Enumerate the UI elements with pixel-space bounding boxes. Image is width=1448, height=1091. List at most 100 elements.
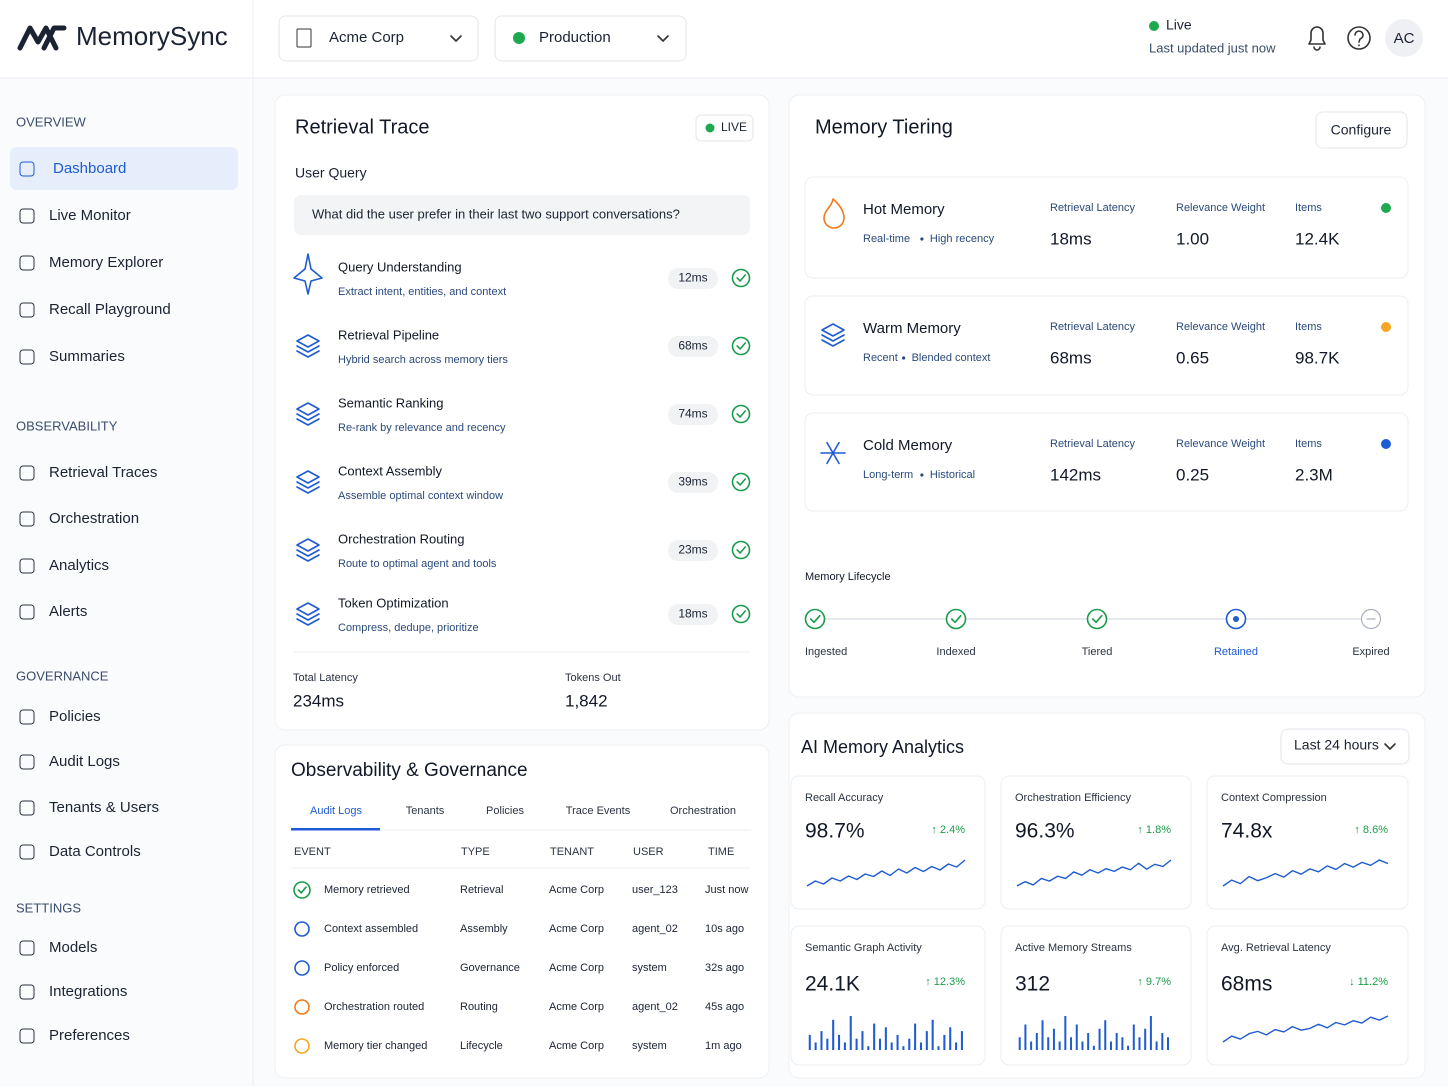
- spark-bar: [960, 1031, 963, 1050]
- nav-item[interactable]: Recall Playground: [49, 301, 171, 318]
- nav-item[interactable]: Models: [49, 939, 97, 956]
- spark-bar: [937, 1046, 940, 1050]
- table-cell: Memory tier changed: [324, 1040, 427, 1052]
- spark-bar: [1035, 1033, 1038, 1050]
- step-name: Semantic Ranking: [338, 395, 444, 410]
- table-cell: 10s ago: [705, 923, 744, 935]
- nav-item[interactable]: Memory Explorer: [49, 254, 163, 271]
- row-icon: [294, 1038, 310, 1054]
- nav-item[interactable]: Tenants & Users: [49, 799, 159, 816]
- tier-status-dot: [1381, 203, 1391, 213]
- stat-label: Tokens Out: [565, 672, 621, 684]
- org-name[interactable]: Acme Corp: [329, 29, 404, 46]
- help-icon: [1354, 30, 1364, 47]
- range-select[interactable]: [1280, 728, 1410, 765]
- notifications-button[interactable]: [1303, 24, 1331, 52]
- step-desc: Hybrid search across memory tiers: [338, 354, 508, 366]
- tag-separator: [920, 473, 924, 477]
- layers-icon: [296, 334, 320, 348]
- tab[interactable]: Trace Events: [566, 805, 631, 817]
- flame-icon: [823, 198, 845, 229]
- lifecycle-stage: Ingested: [805, 646, 847, 658]
- nav-item[interactable]: Data Controls: [49, 843, 141, 860]
- metric-label: Retrieval Latency: [1050, 438, 1135, 450]
- time-pill: [668, 472, 718, 493]
- metric-label: Semantic Graph Activity: [805, 942, 922, 954]
- tab[interactable]: Audit Logs: [310, 805, 362, 817]
- check-icon: [731, 604, 751, 624]
- metric-value: 24.1K: [805, 973, 860, 996]
- spark-bar: [919, 1042, 922, 1050]
- layers-icon: [296, 413, 320, 421]
- layers-icon: [821, 339, 845, 347]
- spark-bar: [820, 1031, 823, 1050]
- trace-card: [274, 94, 770, 731]
- live-badge: [695, 114, 754, 142]
- nav-item[interactable]: Live Monitor: [49, 207, 131, 224]
- spark-bar: [1087, 1033, 1090, 1050]
- check-icon: [297, 886, 307, 894]
- spark-bar: [943, 1034, 946, 1050]
- stat-value: 234ms: [293, 691, 344, 710]
- nav-item[interactable]: Dashboard: [53, 160, 126, 177]
- spark-bar: [1138, 1037, 1141, 1050]
- spark-bar: [1155, 1041, 1158, 1050]
- nav-item[interactable]: Retrieval Traces: [49, 464, 157, 481]
- configure-label[interactable]: Configure: [1331, 122, 1392, 138]
- spark-bar: [1024, 1024, 1027, 1050]
- table-cell: agent_02: [632, 923, 678, 935]
- tab[interactable]: Policies: [486, 805, 524, 817]
- spark-bar: [908, 1038, 911, 1050]
- spark-bar: [849, 1016, 852, 1050]
- layers-icon: [296, 613, 320, 621]
- step-name: Query Understanding: [338, 259, 462, 274]
- nav-item[interactable]: Alerts: [49, 603, 87, 620]
- tab[interactable]: Tenants: [406, 805, 445, 817]
- nav-item[interactable]: Analytics: [49, 557, 109, 574]
- spark-bar: [832, 1019, 835, 1050]
- nav-item[interactable]: Preferences: [49, 1027, 130, 1044]
- metric-label: Relevance Weight: [1176, 438, 1265, 450]
- spark-bar: [902, 1046, 905, 1050]
- layers-icon: [296, 345, 320, 353]
- chevron-icon: [1384, 743, 1396, 750]
- metric-card: [1206, 775, 1409, 910]
- query-label: User Query: [295, 165, 367, 181]
- env-select[interactable]: [494, 15, 687, 62]
- column-header: TYPE: [461, 846, 490, 858]
- tag-separator: [902, 356, 906, 360]
- table-cell: Acme Corp: [549, 884, 604, 896]
- nav-item[interactable]: Summaries: [49, 348, 125, 365]
- metric-value: 312: [1015, 973, 1050, 996]
- nav-item[interactable]: Audit Logs: [49, 753, 120, 770]
- sparkline: [1222, 1015, 1389, 1043]
- range-label[interactable]: Last 24 hours: [1294, 737, 1379, 753]
- nav-section-title: OVERVIEW: [16, 114, 87, 129]
- spark-bar: [1018, 1037, 1021, 1050]
- nav-item[interactable]: Policies: [49, 708, 101, 725]
- layers-icon: [296, 481, 320, 489]
- tier-tag: High recency: [930, 233, 995, 245]
- spark-bar: [1030, 1041, 1033, 1050]
- tag-separator: [920, 237, 924, 241]
- configure-button[interactable]: [1315, 111, 1408, 149]
- table-cell: 1m ago: [705, 1040, 742, 1052]
- avatar-initials[interactable]: AC: [1394, 30, 1415, 47]
- lifecycle-bg: [805, 609, 825, 629]
- metric-value: 98.7%: [805, 820, 865, 843]
- env-name[interactable]: Production: [539, 29, 611, 46]
- spark-bar: [925, 1031, 928, 1050]
- nav-item[interactable]: Orchestration: [49, 510, 139, 527]
- tab[interactable]: Orchestration: [670, 805, 736, 817]
- org-select[interactable]: [278, 15, 479, 62]
- layers-icon: [296, 618, 320, 626]
- step-time: 39ms: [678, 475, 707, 489]
- metric-card: [1206, 925, 1409, 1066]
- check-icon: [736, 274, 747, 282]
- nav-item[interactable]: Integrations: [49, 983, 127, 1000]
- metric-change: ↑ 1.8%: [1137, 824, 1171, 836]
- check-icon: [950, 614, 962, 624]
- step-time: 18ms: [678, 607, 707, 621]
- layers-icon: [296, 470, 320, 484]
